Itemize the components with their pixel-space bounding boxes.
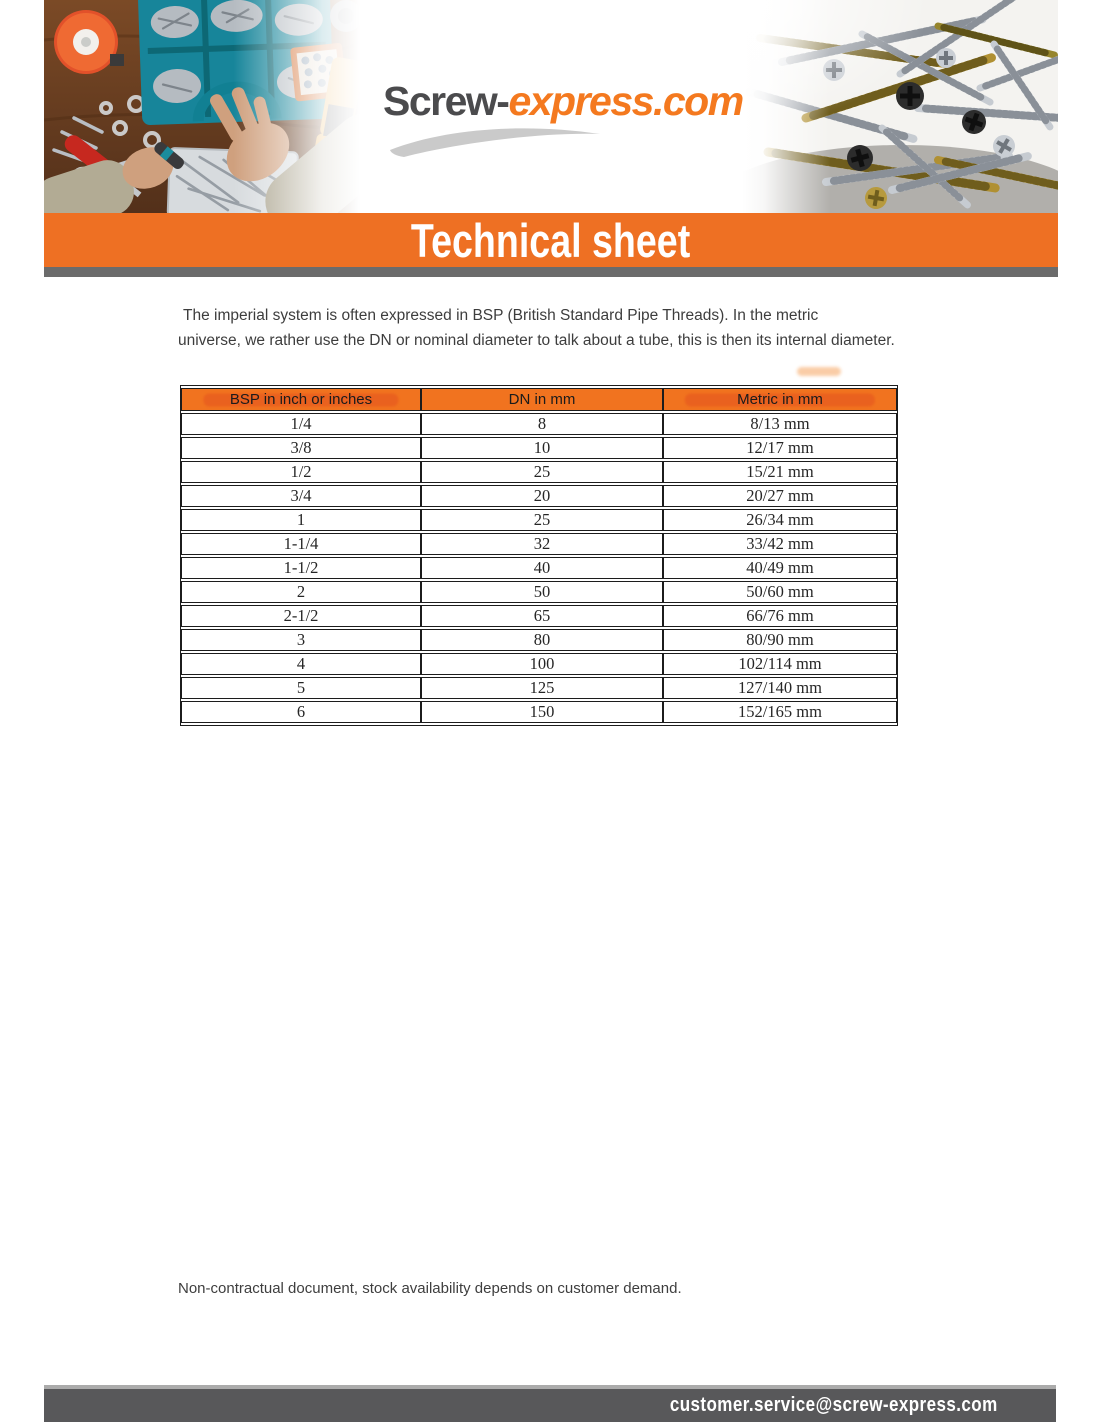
table-cell: 40/49 mm xyxy=(663,557,897,579)
table-cell: 40 xyxy=(421,557,663,579)
logo-text: Screw-express.com xyxy=(383,78,744,125)
table-cell: 1 xyxy=(181,509,421,531)
table-cell: 20/27 mm xyxy=(663,485,897,507)
table-cell: 26/34 mm xyxy=(663,509,897,531)
table-cell: 3/4 xyxy=(181,485,421,507)
table-row: 3 80 80/90 mm xyxy=(181,629,897,651)
table-cell: 102/114 mm xyxy=(663,653,897,675)
footnote: Non-contractual document, stock availabi… xyxy=(178,1280,682,1297)
intro-line-2: universe, we rather use the DN or nomina… xyxy=(178,332,895,349)
table-cell: 66/76 mm xyxy=(663,605,897,627)
table-cell: 2-1/2 xyxy=(181,605,421,627)
table-cell: 3 xyxy=(181,629,421,651)
screws-photo xyxy=(742,0,1058,213)
table-cell: 15/21 mm xyxy=(663,461,897,483)
intro-line-1: The imperial system is often expressed i… xyxy=(183,307,819,324)
conversion-table: BSP in inch or inches DN in mm Metric in… xyxy=(181,386,897,725)
table-cell: 1/4 xyxy=(181,413,421,435)
table-row: 1-1/2 40 40/49 mm xyxy=(181,557,897,579)
table-cell: 127/140 mm xyxy=(663,677,897,699)
table-cell: 32 xyxy=(421,533,663,555)
table-cell: 50/60 mm xyxy=(663,581,897,603)
table-cell: 50 xyxy=(421,581,663,603)
logo-part-orange: express.com xyxy=(508,78,744,124)
table-cell: 1/2 xyxy=(181,461,421,483)
table-cell: 150 xyxy=(421,701,663,723)
table-row: 3/4 20 20/27 mm xyxy=(181,485,897,507)
table-cell: 152/165 mm xyxy=(663,701,897,723)
table-row: 1/4 8 8/13 mm xyxy=(181,413,897,435)
table-row: 1 25 26/34 mm xyxy=(181,509,897,531)
table-row: 5 125 127/140 mm xyxy=(181,677,897,699)
workbench-photo xyxy=(44,0,360,213)
table-header-row: BSP in inch or inches DN in mm Metric in… xyxy=(181,388,897,411)
table-cell: 80 xyxy=(421,629,663,651)
table-row: 6 150 152/165 mm xyxy=(181,701,897,723)
table-cell: 3/8 xyxy=(181,437,421,459)
table-cell: 5 xyxy=(181,677,421,699)
highlighter-smudge xyxy=(797,367,841,376)
table-cell: 8/13 mm xyxy=(663,413,897,435)
footer-bar: customer.service@screw-express.com xyxy=(44,1385,1056,1422)
table-cell: 12/17 mm xyxy=(663,437,897,459)
workbench-illustration xyxy=(44,0,360,213)
highlighter-mark xyxy=(203,393,399,406)
conversion-table-wrap: BSP in inch or inches DN in mm Metric in… xyxy=(180,385,898,726)
column-header-bsp: BSP in inch or inches xyxy=(181,388,421,411)
table-cell: 33/42 mm xyxy=(663,533,897,555)
intro-paragraph: The imperial system is often expressed i… xyxy=(178,303,918,353)
highlighter-mark xyxy=(684,393,876,406)
logo-swoosh-icon xyxy=(390,128,600,157)
table-cell: 125 xyxy=(421,677,663,699)
brand-logo: Screw-express.com xyxy=(383,78,744,157)
table-cell: 1-1/4 xyxy=(181,533,421,555)
table-cell: 100 xyxy=(421,653,663,675)
table-cell: 6 xyxy=(181,701,421,723)
table-cell: 80/90 mm xyxy=(663,629,897,651)
table-cell: 10 xyxy=(421,437,663,459)
logo-part-gray: Screw- xyxy=(383,78,510,124)
table-row: 1-1/4 32 33/42 mm xyxy=(181,533,897,555)
table-row: 2 50 50/60 mm xyxy=(181,581,897,603)
column-header-metric: Metric in mm xyxy=(663,388,897,411)
screw-pile-illustration xyxy=(742,0,1058,213)
title-banner: Technical sheet xyxy=(44,213,1058,267)
conversion-table-body: 1/4 8 8/13 mm 3/8 10 12/17 mm 1/2 25 15/21 mm 3/4… xyxy=(181,413,897,723)
table-cell: 8 xyxy=(421,413,663,435)
table-row: 1/2 25 15/21 mm xyxy=(181,461,897,483)
table-row: 3/8 10 12/17 mm xyxy=(181,437,897,459)
table-cell: 25 xyxy=(421,509,663,531)
table-cell: 20 xyxy=(421,485,663,507)
table-cell: 4 xyxy=(181,653,421,675)
table-row: 4 100 102/114 mm xyxy=(181,653,897,675)
table-cell: 2 xyxy=(181,581,421,603)
page-title: Technical sheet xyxy=(411,213,691,267)
table-cell: 25 xyxy=(421,461,663,483)
table-cell: 1-1/2 xyxy=(181,557,421,579)
banner-underline xyxy=(44,267,1058,277)
contact-email-link[interactable]: customer.service@screw-express.com xyxy=(670,1394,998,1416)
column-header-dn: DN in mm xyxy=(421,388,663,411)
table-cell: 65 xyxy=(421,605,663,627)
table-row: 2-1/2 65 66/76 mm xyxy=(181,605,897,627)
